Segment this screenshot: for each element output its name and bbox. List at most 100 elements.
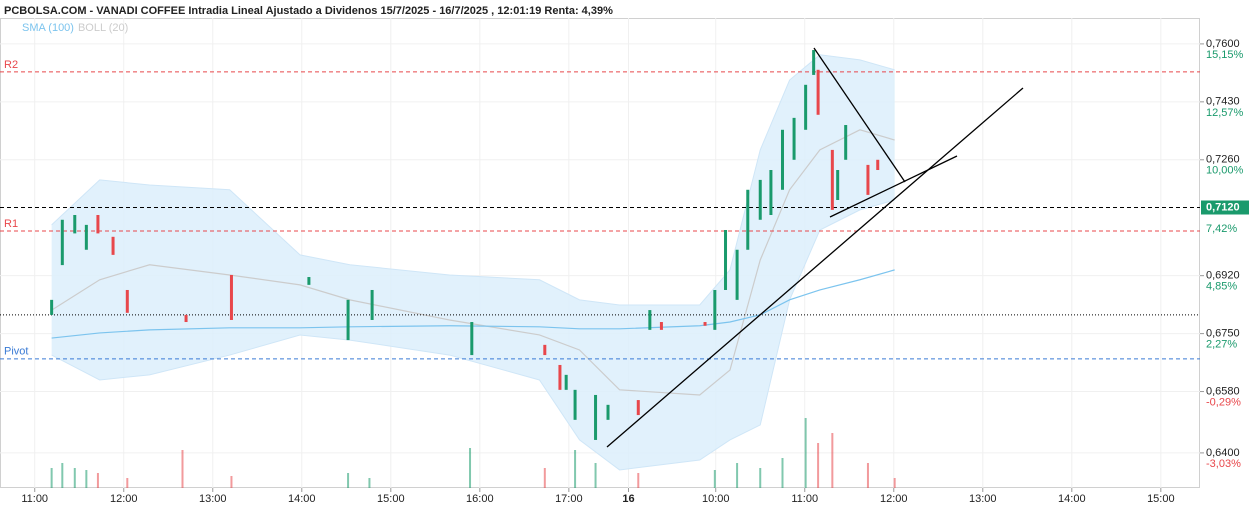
volume-bar [713, 470, 716, 488]
volume-bar [347, 473, 350, 488]
candle-body [746, 189, 750, 250]
volume-bar [181, 450, 184, 488]
volume-bar [637, 473, 640, 488]
y2-tick-label: 7,42% [1206, 223, 1237, 235]
level-name: R2 [4, 59, 18, 71]
x-tick-label: 17:00 [555, 493, 583, 505]
x-tick-label: 11:00 [21, 493, 48, 505]
volume-bar [831, 433, 834, 488]
x-tick-label: 16:00 [466, 493, 494, 505]
y-tick-label: 0,7430 [1206, 96, 1240, 108]
volume-bar [469, 448, 472, 488]
y-tick-label: 0,6580 [1206, 385, 1240, 397]
candle-body [659, 322, 663, 330]
volume-bar [73, 468, 76, 488]
y2-tick-label: 12,57% [1206, 107, 1244, 119]
volume-bar [50, 468, 53, 488]
volume-bar [85, 470, 88, 488]
legend-entry: BOLL (20) [78, 22, 128, 34]
bollinger-middle [51, 129, 895, 396]
x-tick-label: 13:00 [969, 493, 997, 505]
x-tick-label: 11:00 [791, 493, 818, 505]
y-tick-label: 0,7260 [1206, 154, 1240, 166]
bollinger-band [51, 54, 895, 470]
candle-body [713, 289, 717, 330]
volume-bar [817, 443, 820, 488]
volume-bar [96, 473, 99, 488]
candle-body [73, 214, 77, 234]
chart-title: PCBOLSA.COM - VANADI COFFEE Intradia Lin… [4, 5, 613, 17]
level-name: Pivot [4, 346, 28, 358]
candle-body [564, 374, 568, 390]
volume-bar [574, 450, 577, 488]
candle-body [111, 236, 115, 255]
legend-entry: SMA (100) [22, 22, 74, 34]
price-label: 0,7120 [1206, 201, 1240, 213]
trend-lines [606, 47, 1024, 448]
candle-body [96, 214, 100, 234]
candle-body [50, 299, 54, 315]
candle-body [844, 125, 848, 160]
x-tick-label: 15:00 [377, 493, 405, 505]
level-name: R1 [4, 218, 18, 230]
volume-bar [594, 463, 597, 488]
candle-body [346, 299, 350, 341]
candle-body [735, 249, 739, 300]
candle-body [648, 310, 652, 330]
y2-tick-label: 4,85% [1206, 281, 1237, 293]
volume-bar [368, 478, 371, 488]
volume-bar [759, 468, 762, 488]
candle-body [816, 69, 820, 115]
candle-body [792, 117, 796, 160]
volume-bar [126, 478, 129, 488]
volume-bar [893, 478, 896, 488]
candle-body [229, 274, 233, 320]
candle-body [125, 289, 129, 313]
volume-bar [736, 463, 739, 488]
candle-body [594, 394, 598, 440]
y2-tick-label: -0,29% [1206, 396, 1241, 408]
y-tick-label: 0,6750 [1206, 328, 1240, 340]
volume-bar [781, 458, 784, 488]
candle-body [470, 322, 474, 356]
volume-bar [804, 418, 807, 488]
candle-body [724, 229, 728, 290]
trend-line [829, 155, 958, 218]
y-tick-label: 0,6920 [1206, 270, 1240, 282]
candle-body [543, 344, 547, 356]
x-tick-label: 13:00 [199, 493, 227, 505]
bollinger-lower [51, 199, 895, 471]
candle-body [780, 129, 784, 190]
y2-tick-label: 15,15% [1206, 49, 1244, 61]
volume-bar [866, 463, 869, 488]
candle-body [573, 389, 577, 420]
x-tick-label: 16 [622, 493, 634, 505]
candle-body [703, 322, 707, 326]
trend-line [813, 47, 906, 183]
candle-body [307, 277, 311, 285]
x-tick-label: 12:00 [880, 493, 908, 505]
x-tick-label: 14:00 [288, 493, 316, 505]
candle-body [606, 404, 610, 420]
candle-body [812, 50, 816, 75]
y-tick-label: 0,6400 [1206, 447, 1240, 459]
y-tick-label: 0,7600 [1206, 38, 1240, 50]
price-label-box [1201, 200, 1249, 215]
candle-body [558, 364, 562, 390]
candle-body [804, 84, 808, 130]
trend-line [606, 87, 1024, 448]
y2-tick-label: 10,00% [1206, 165, 1244, 177]
x-tick-label: 15:00 [1147, 493, 1175, 505]
x-tick-label: 10:00 [702, 493, 730, 505]
candle-body [84, 224, 88, 250]
candle-body [636, 400, 640, 416]
candle-body [836, 170, 840, 201]
y2-tick-label: 2,27% [1206, 339, 1237, 351]
candle-body [758, 179, 762, 220]
candle-body [876, 159, 880, 171]
y2-tick-label: -3,03% [1206, 458, 1241, 470]
candle-body [866, 164, 870, 195]
sma-line [51, 269, 895, 339]
candle-body [184, 314, 188, 323]
